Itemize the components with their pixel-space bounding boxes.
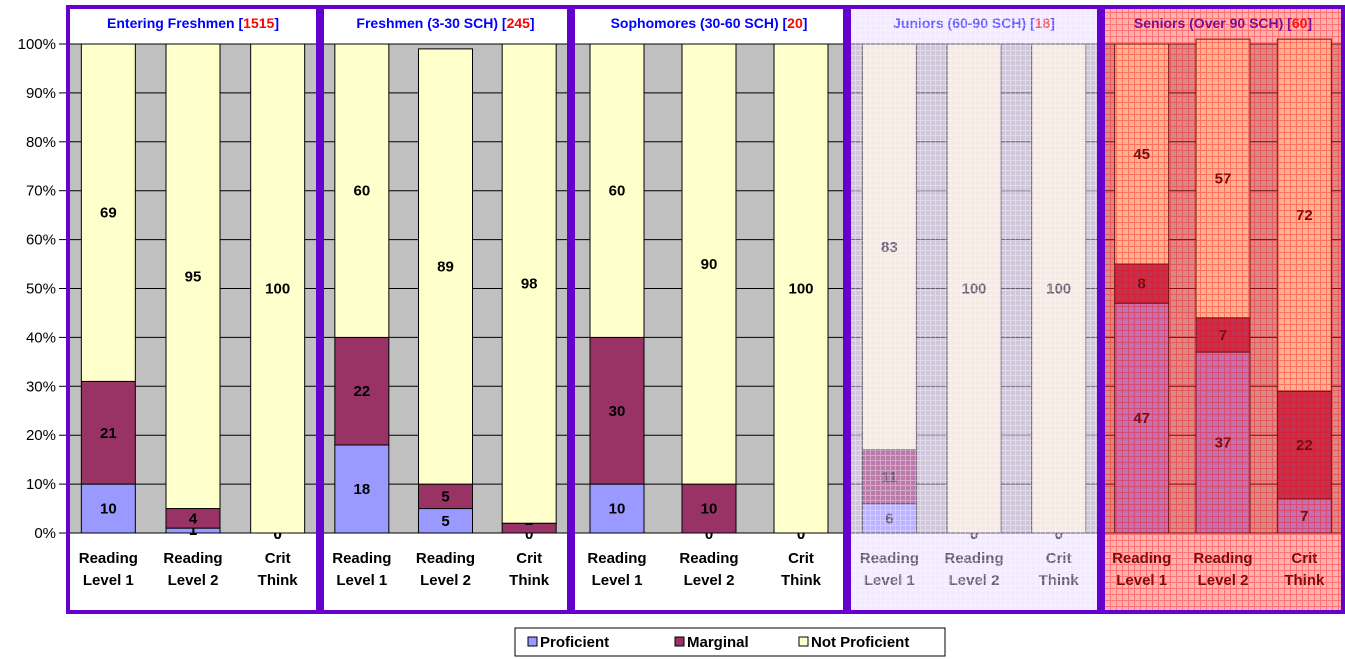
bar-segment-marginal: [681, 483, 737, 534]
panel-border: [1101, 5, 1345, 614]
bar-segment-proficient: [80, 483, 136, 534]
panel-title: Entering Freshmen [1515]: [107, 15, 279, 31]
panel-border: [571, 5, 847, 614]
data-label: 0: [273, 526, 281, 543]
legend-swatch: [798, 636, 809, 647]
data-label: 0: [797, 526, 805, 543]
data-label: 90: [701, 256, 718, 273]
bar-segment-marginal: [418, 483, 473, 510]
bar-segment-not-proficient: [681, 43, 737, 485]
data-label: 0: [705, 526, 713, 543]
data-label: 10: [701, 501, 718, 518]
bar-segment-not-proficient: [589, 43, 645, 338]
panel-count: 245: [507, 15, 531, 31]
panel-border: [847, 5, 1101, 614]
legend-box: [514, 627, 946, 657]
legend: Proficient Marginal Not Proficient: [514, 627, 946, 657]
bar-segment-not-proficient: [80, 43, 136, 382]
y-tick-label: 70%: [26, 183, 56, 200]
data-label: 69: [100, 205, 117, 222]
panel-1: Freshmen (3-30 SCH) [245] 18 22 60 Reading Le…: [320, 5, 571, 614]
panel-border: [320, 5, 571, 614]
data-label: 4: [189, 510, 198, 527]
legend-label: Not Proficient: [811, 634, 909, 651]
legend-label: Marginal: [687, 634, 749, 651]
legend-swatch: [527, 636, 538, 647]
data-label: 0: [797, 526, 805, 543]
y-tick-label: 100%: [18, 36, 56, 53]
panel-3: Juniors (60-90 SCH) [18]61183ReadingLeve…: [847, 5, 1101, 614]
bar-segment-marginal: [334, 336, 390, 446]
data-label: 1: [189, 522, 197, 539]
panel-4: Seniors (Over 90 SCH) [60]47845ReadingLe…: [1101, 5, 1345, 614]
data-label: 18: [353, 481, 370, 498]
bar-segment-proficient: [418, 508, 473, 534]
data-label: 95: [185, 268, 202, 285]
bar-segment-not-proficient: [773, 43, 829, 534]
legend-swatch: [674, 636, 685, 647]
panel-title: Sophomores (30-60 SCH) [20]: [611, 15, 808, 31]
legend-label: Proficient: [540, 634, 609, 651]
y-tick-label: 40%: [26, 329, 56, 346]
data-label: 0: [273, 526, 281, 543]
bar-segment-marginal: [589, 336, 645, 485]
bar-segment-not-proficient: [334, 43, 390, 338]
data-label: 60: [609, 183, 626, 200]
data-label: 5: [441, 513, 449, 530]
bar-segment-not-proficient: [250, 43, 306, 534]
bar-segment-not-proficient: [501, 43, 557, 524]
data-label: 100: [265, 281, 290, 298]
data-label: 0: [525, 526, 533, 543]
y-axis: 0% 10% 20% 30% 40% 50% 60% 70% 80% 90% 100%: [18, 36, 66, 542]
y-tick-label: 20%: [26, 427, 56, 444]
bar-segment-proficient: [589, 483, 645, 534]
panel-count: 1515: [243, 15, 274, 31]
bar-segment-marginal: [80, 380, 136, 485]
panel-2: Sophomores (30-60 SCH) [20] 10 30 60 Reading…: [571, 5, 847, 614]
data-label: 21: [100, 425, 117, 442]
panel-border: [66, 5, 320, 614]
panel-texture-overlay: [847, 7, 1101, 612]
bar-segment-not-proficient: [165, 43, 221, 510]
panel-title: Freshmen (3-30 SCH) [245]: [356, 15, 534, 31]
y-tick-label: 0%: [34, 525, 56, 542]
data-label: 10: [100, 501, 117, 518]
panel-texture-overlay: [1101, 7, 1345, 612]
data-label: 10: [609, 501, 626, 518]
bar-segment-proficient: [334, 444, 390, 534]
data-label: 22: [353, 383, 370, 400]
data-label: 60: [353, 183, 370, 200]
data-label: 30: [609, 403, 626, 420]
y-tick-label: 30%: [26, 378, 56, 395]
bar-segment-not-proficient: [418, 48, 473, 485]
y-tick-label: 60%: [26, 232, 56, 249]
data-label: 98: [521, 276, 538, 293]
y-tick-label: 10%: [26, 476, 56, 493]
data-label: 5: [441, 488, 449, 505]
y-tick-label: 50%: [26, 281, 56, 298]
data-label: 89: [437, 258, 454, 275]
y-tick-label: 90%: [26, 85, 56, 102]
panel-count: 20: [787, 15, 803, 31]
data-label: 100: [788, 281, 813, 298]
y-tick-label: 80%: [26, 134, 56, 151]
